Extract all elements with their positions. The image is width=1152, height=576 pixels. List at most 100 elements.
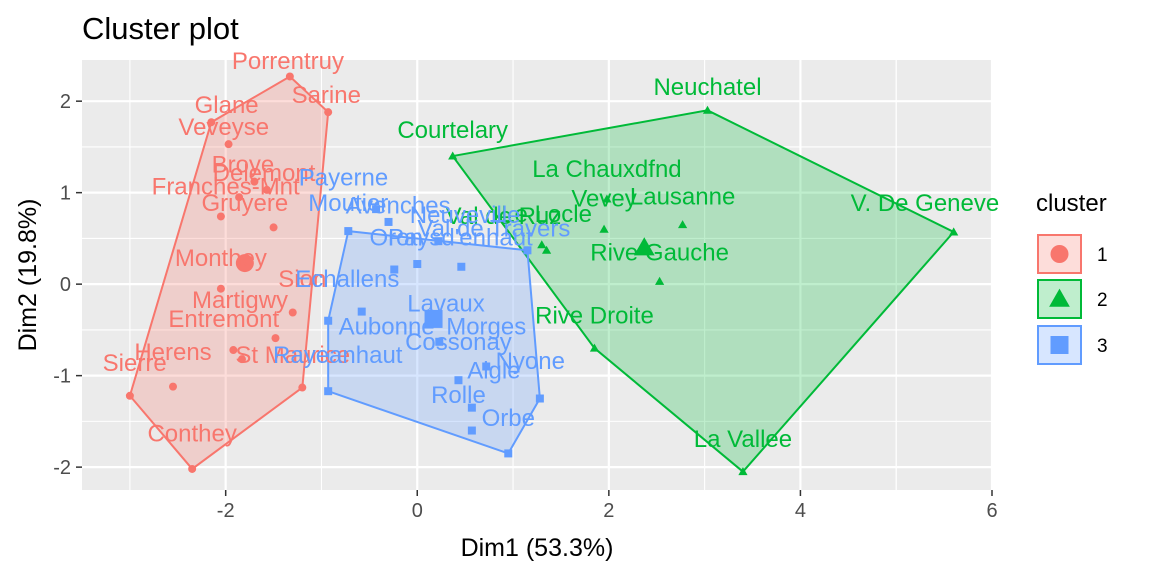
- cluster-3-point-1: [344, 227, 353, 236]
- cluster-3-label-4: Val de Travers: [417, 216, 570, 243]
- cluster-2-point-7: [541, 245, 552, 254]
- cluster-1-point-15: [188, 464, 197, 473]
- cluster-1-label-5: Delemont: [213, 160, 316, 187]
- cluster-1-point-2: [207, 118, 216, 127]
- cluster-3-label-0: Payerne: [299, 164, 388, 191]
- cluster-3-point-12: [535, 394, 544, 403]
- cluster-3-label-13: Aigle: [467, 357, 520, 384]
- x-tick-label-4: 6: [986, 500, 997, 522]
- x-tick-label-0: -2: [217, 500, 235, 522]
- cluster-2-label-9: Rive Droite: [535, 302, 654, 329]
- cluster-1-point-6: [235, 193, 244, 202]
- cluster-1-point-10: [288, 308, 297, 317]
- cluster-1-point-11: [271, 334, 280, 343]
- cluster-3-point-0: [372, 205, 381, 214]
- x-tick-label-1: 0: [412, 500, 423, 522]
- y-axis: -2 -1 0 1 2: [53, 91, 82, 479]
- cluster-3-point-5: [457, 262, 466, 271]
- cluster-2-label-6: Val de Ruz: [446, 203, 562, 230]
- cluster-1-point-5: [262, 185, 271, 194]
- cluster-2-point-1: [448, 151, 458, 160]
- cluster-3-label-extra-0: Rayeanhaut: [273, 342, 403, 369]
- cluster-1-label-8: Monthey: [175, 245, 267, 272]
- legend-label-2: 2: [1097, 290, 1108, 311]
- cluster-1-label-2: Glane: [195, 92, 259, 119]
- hulls: [128, 75, 956, 474]
- cluster-1-point-8: [269, 223, 278, 232]
- cluster-2-point-5: [949, 227, 959, 236]
- cluster-1-point-9: [216, 284, 225, 293]
- cluster-1-centroid: [235, 254, 254, 273]
- x-axis-title: Dim1 (53.3%): [461, 534, 614, 562]
- cluster-1-label-11: Entremont: [168, 306, 279, 333]
- grid-minor: [82, 60, 992, 490]
- cluster-1-point-14: [125, 391, 134, 400]
- cluster-3-point-9: [482, 362, 491, 371]
- cluster-3-point-2: [384, 217, 393, 226]
- cluster-2-point-10: [738, 467, 748, 476]
- cluster-3-label-6: Oron: [370, 225, 423, 252]
- cluster-1-point-7: [216, 212, 225, 221]
- cluster-2-label-5: V. De Geneve: [851, 190, 1000, 217]
- cluster-2-point-2: [602, 194, 612, 203]
- cluster-3-label-10: Aubonne: [339, 313, 435, 340]
- cluster-1-point-12: [229, 346, 238, 355]
- chart-title: Cluster plot: [82, 11, 239, 46]
- cluster-1-point-13: [237, 355, 246, 364]
- legend-title: cluster: [1036, 190, 1107, 217]
- cluster-3-label-9: Morges: [446, 313, 526, 340]
- cluster-1-point-16: [169, 382, 177, 391]
- cluster-2-point-9: [589, 343, 600, 352]
- cluster-1-label-13: St Maurice: [235, 342, 350, 369]
- y-tick-label-2: 0: [60, 274, 71, 296]
- cluster-3-point-16: [324, 387, 333, 396]
- cluster-1-label-9: Sion: [278, 266, 326, 293]
- cluster-2-label-10: La Vallee: [694, 426, 792, 453]
- cluster-2-centroid: [633, 237, 655, 256]
- cluster-1-label-10: Martigwy: [192, 287, 288, 314]
- cluster-1-label-12: Herens: [134, 339, 211, 366]
- y-tick-label-4: 2: [60, 91, 71, 113]
- cluster-2-hull: [450, 109, 956, 474]
- cluster-3-point-10: [435, 337, 444, 346]
- cluster-1-label-14: Sierre: [103, 350, 167, 377]
- legend-label-1: 1: [1097, 245, 1108, 266]
- points: [125, 72, 959, 476]
- cluster-3-label-7: Echallens: [295, 266, 399, 293]
- cluster-3-point-14: [467, 426, 476, 435]
- cluster-3-label-15: Orbe: [482, 405, 535, 432]
- cluster-3-centroid: [424, 309, 443, 328]
- cluster-2-label-2: La Chauxdfnd: [532, 156, 681, 183]
- y-axis-title: Dim2 (19.8%): [14, 199, 42, 352]
- cluster-3-label-11: Cossonay: [405, 329, 512, 356]
- cluster-1-point-4: [250, 177, 259, 186]
- legend: cluster 1 2 3: [1036, 190, 1108, 365]
- cluster-3-point-3: [434, 237, 443, 246]
- cluster-2-point-6: [537, 240, 547, 249]
- cluster-1-label-7: Gruyere: [201, 190, 288, 217]
- cluster-3-point-4: [523, 246, 532, 255]
- cluster-3-point-6: [390, 265, 399, 274]
- cluster-1-point-0: [285, 72, 294, 81]
- x-axis: -2 0 2 4 6: [217, 490, 998, 522]
- cluster-1-point-3: [224, 140, 233, 149]
- grid-major: [82, 60, 994, 490]
- cluster-2-point-0: [702, 105, 713, 114]
- cluster-3-label-3: Neuveville: [410, 202, 521, 229]
- cluster-1-label-1: Sarine: [292, 82, 361, 109]
- legend-marker-2: [1049, 288, 1070, 307]
- legend-label-3: 3: [1097, 336, 1108, 357]
- cluster-1-point-1: [324, 108, 333, 117]
- cluster-1-label-4: Broye: [212, 152, 275, 179]
- cluster-1-label-0: Porrentruy: [232, 48, 344, 75]
- y-tick-label-3: 1: [60, 183, 71, 205]
- cluster-1-label-3: Veveyse: [178, 114, 269, 141]
- cluster-2-label-8: Rive Gauche: [590, 239, 729, 266]
- legend-marker-1: [1050, 245, 1069, 263]
- cluster-1-point-17: [298, 383, 307, 392]
- y-tick-label-0: -2: [53, 457, 71, 479]
- cluster-3-point-11: [454, 376, 463, 385]
- cluster-2-label-7: Le Locle: [501, 201, 592, 228]
